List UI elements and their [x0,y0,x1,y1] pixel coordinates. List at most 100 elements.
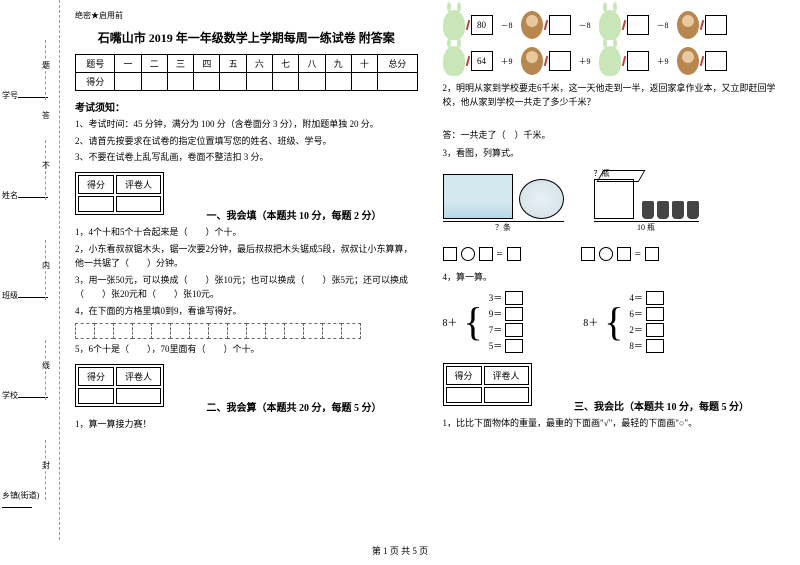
score-cell[interactable] [194,73,220,91]
score-cell[interactable] [141,73,167,91]
calc-val: 8＝ [629,339,643,352]
bind-label: 姓名 [2,191,18,200]
score-label: 得分 [78,367,114,386]
answer-box[interactable] [549,51,571,71]
marker-label: 评卷人 [116,367,161,386]
question: 1，4个十和5个十合起来是（ ）个十。 [75,226,418,240]
pin-icon [699,56,704,66]
answer-box[interactable] [549,15,571,35]
seal-mark: 答 [42,110,50,121]
operation: －8 [579,20,591,31]
equation-line[interactable]: = [443,247,521,261]
bracket-icon: { [604,298,623,345]
answer-box[interactable] [646,339,664,353]
question: 2，小东看叔叔锯木头，锯一次要2分钟，最后叔叔把木头锯成5段，叔叔让小东算算，他… [75,243,418,270]
question: 5，6个十是（ ），70里面有（ ）个十。 [75,343,418,357]
score-cell[interactable] [115,73,141,91]
section-title-1: 一、我会填（本题共 10 分，每题 2 分） [207,211,382,222]
marker-cell[interactable] [116,388,161,404]
score-cell[interactable] [446,387,482,403]
fish-bowl-icon [519,179,564,219]
operation: ＋9 [579,56,591,67]
calc-val: 3＝ [489,291,503,304]
pin-icon [543,20,548,30]
answer-box[interactable] [505,307,523,321]
marker-label: 评卷人 [484,366,529,385]
answer-box[interactable] [627,51,649,71]
question: 2，明明从家到学校要走6千米，这一天他走到一半，返回家拿作业本，又立即赶回学校，… [443,82,786,109]
binding-margin: 乡镇(街道) 学校 班级 姓名 学号 封 线 内 不 答 题 [0,0,60,540]
bind-label: 学号 [2,91,18,100]
calc-base: 8＋ [443,314,458,329]
score-header: 一 [115,55,141,73]
score-label: 得分 [78,175,114,194]
answer-box[interactable] [627,15,649,35]
notice-item: 2、请首先按要求在试卷的指定位置填写您的姓名、班级、学号。 [75,135,418,148]
operation: ＋9 [657,56,669,67]
seal-mark: 线 [42,360,50,371]
bind-label: 学校 [2,391,18,400]
seal-mark: 封 [42,460,50,471]
score-cell[interactable] [246,73,272,91]
score-header: 七 [272,55,298,73]
pin-icon [465,20,470,30]
score-cell[interactable] [78,388,114,404]
score-cell[interactable] [325,73,351,91]
score-cell[interactable] [351,73,377,91]
score-header: 十 [351,55,377,73]
score-header: 总分 [378,55,417,73]
score-header: 题号 [76,55,115,73]
fish-group: ？条 [443,174,564,233]
monkey-icon [521,11,543,39]
answer-box[interactable] [705,15,727,35]
animal-row-2: 64 ＋9 ＋9 ＋9 [443,46,786,76]
score-cell[interactable] [378,73,417,91]
score-header: 五 [220,55,246,73]
answer-box[interactable] [505,323,523,337]
calc-val: 2＝ [629,323,643,336]
section-score-box: 得分评卷人 [443,363,532,406]
pin-icon [543,56,548,66]
secret-label: 绝密★启用前 [75,10,418,21]
answer-line: 答：一共走了（ ）千米。 [443,129,786,143]
pin-icon [621,20,626,30]
notice-item: 3、不要在试卷上乱写乱画，卷面不整洁扣 3 分。 [75,151,418,164]
answer-box[interactable] [705,51,727,71]
score-cell[interactable] [220,73,246,91]
answer-box[interactable] [646,323,664,337]
seal-mark: 题 [42,60,50,71]
content-area: 绝密★启用前 石嘴山市 2019 年一年级数学上学期每周一练试卷 附答案 题号 … [60,0,800,540]
rabbit-icon [599,46,621,76]
calc-val: 4＝ [629,291,643,304]
bracket-icon: { [464,298,483,345]
bind-label: 乡镇(街道) [2,491,39,500]
score-row-label: 得分 [76,73,115,91]
score-cell[interactable] [167,73,193,91]
calc-val: 5＝ [489,339,503,352]
writing-grid[interactable] [75,323,418,339]
notice-item: 1、考试时间：45 分钟，满分为 100 分（含卷面分 3 分），附加题单独 2… [75,118,418,131]
marker-cell[interactable] [484,387,529,403]
question: 4，在下面的方格里填0到9，看谁写得好。 [75,305,418,319]
equation-line[interactable]: = [581,247,659,261]
seal-mark: 内 [42,260,50,271]
box-label-bottom: 10 瓶 [594,222,699,233]
tank-label: ？条 [443,222,564,233]
marker-label: 评卷人 [116,175,161,194]
score-header: 八 [299,55,325,73]
score-cell[interactable] [299,73,325,91]
score-cell[interactable] [272,73,298,91]
answer-box[interactable] [505,291,523,305]
score-table: 题号 一 二 三 四 五 六 七 八 九 十 总分 得分 [75,54,418,91]
monkey-icon [677,11,699,39]
fish-tank-icon [443,174,513,219]
score-header: 九 [325,55,351,73]
answer-box[interactable] [505,339,523,353]
question: 1，比比下面物体的重量，最重的下面画"√"，最轻的下面画"○"。 [443,417,786,431]
marker-cell[interactable] [116,196,161,212]
score-cell[interactable] [78,196,114,212]
calc-val: 6＝ [629,307,643,320]
calc-val: 9＝ [489,307,503,320]
answer-box[interactable] [646,291,664,305]
answer-box[interactable] [646,307,664,321]
